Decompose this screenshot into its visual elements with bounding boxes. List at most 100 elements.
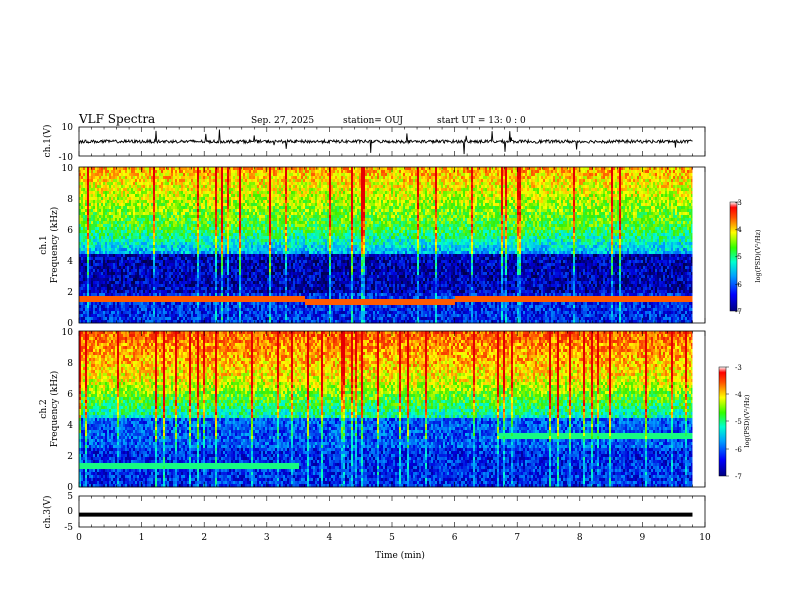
spectrogram-cell [171, 236, 173, 239]
spectrogram-cell [205, 233, 207, 236]
spectrogram-cell [117, 308, 119, 311]
spectrogram-cell [187, 197, 189, 200]
spectrogram-cell [123, 203, 125, 206]
spectrogram-cell [189, 290, 191, 293]
spectrogram-cell [179, 263, 181, 266]
spectrogram-cell [119, 287, 121, 290]
spectrogram-cell [187, 185, 189, 188]
spectrogram-cell [133, 269, 135, 272]
spectrogram-cell [175, 218, 177, 221]
spectrogram-cell [113, 215, 115, 218]
spectrogram-cell [165, 188, 167, 191]
spectrogram-cell [85, 314, 87, 317]
spectrogram-cell [231, 305, 233, 308]
spectrogram-cell [141, 179, 143, 182]
spectrogram-cell [209, 212, 211, 215]
spectrogram-cell [157, 179, 159, 182]
spectrogram-cell [137, 284, 139, 287]
spectrogram-cell [129, 248, 131, 251]
spectrogram-cell [221, 227, 223, 230]
spectrogram-cell [137, 269, 139, 272]
spectrogram-cell [167, 176, 169, 179]
spectrogram-cell [93, 245, 95, 248]
spectrogram-cell [161, 227, 163, 230]
spectrogram-cell [87, 230, 89, 233]
spectrogram-cell [93, 284, 95, 287]
spectrogram-cell [193, 266, 195, 269]
spectrogram-cell [169, 170, 171, 173]
spectrogram-cell [131, 188, 133, 191]
spectrogram-cell [171, 230, 173, 233]
spectrogram-cell [187, 242, 189, 245]
spectrogram-cell [207, 266, 209, 269]
spectrogram-cell [201, 245, 203, 248]
spectrogram-cell [165, 257, 167, 260]
spectrogram-cell [101, 248, 103, 251]
spectrogram-cell [223, 197, 225, 200]
spectrogram-cell [195, 209, 197, 212]
spectrogram-cell [205, 227, 207, 230]
spectrogram-cell [215, 179, 217, 182]
spectrogram-cell [101, 221, 103, 224]
spectrogram-cell [121, 254, 123, 257]
spectrogram-cell [199, 179, 201, 182]
spectrogram-cell [131, 227, 133, 230]
spectrogram-cell [139, 245, 141, 248]
spectrogram-cell [145, 266, 147, 269]
spectrogram-cell [105, 260, 107, 263]
spectrogram-cell [169, 197, 171, 200]
spectrogram-cell [127, 191, 129, 194]
spectrogram-cell [223, 230, 225, 233]
spectrogram-cell [101, 269, 103, 272]
spectrogram-cell [187, 305, 189, 308]
spectrogram-cell [147, 194, 149, 197]
spectrogram-cell [207, 305, 209, 308]
spectrogram-cell [89, 272, 91, 275]
spectrogram-cell [119, 308, 121, 311]
spectrogram-cell [201, 206, 203, 209]
spectrogram-cell [163, 245, 165, 248]
spectrogram-cell [153, 269, 155, 272]
spectrogram-cell [141, 287, 143, 290]
spectrogram-cell [109, 239, 111, 242]
spectrogram-cell [177, 275, 179, 278]
spectrogram-cell [177, 197, 179, 200]
spectrogram-cell [117, 263, 119, 266]
spectrogram-cell [81, 245, 83, 248]
spectrogram-cell [197, 317, 199, 320]
spectrogram-cell [189, 305, 191, 308]
spectrogram-cell [187, 236, 189, 239]
spectrogram-cell [183, 248, 185, 251]
spectrogram-cell [217, 302, 219, 305]
spectrogram-cell [119, 296, 121, 299]
spectrogram-cell [103, 278, 105, 281]
spectrogram-cell [179, 233, 181, 236]
spectrogram-cell [157, 269, 159, 272]
spectrogram-cell [93, 293, 95, 296]
spectrogram-cell [189, 263, 191, 266]
spectrogram-cell [183, 206, 185, 209]
spectrogram-cell [201, 218, 203, 221]
spectrogram-cell [129, 272, 131, 275]
spectrogram-cell [113, 299, 115, 302]
spectrogram-cell [179, 200, 181, 203]
spectrogram-cell [173, 221, 175, 224]
spectrogram-cell [157, 278, 159, 281]
spectrogram-cell [147, 191, 149, 194]
spectrogram-cell [101, 200, 103, 203]
spectrogram-cell [205, 230, 207, 233]
spectrogram-cell [167, 197, 169, 200]
spectrogram-cell [183, 185, 185, 188]
spectrogram-cell [179, 188, 181, 191]
spectrogram-cell [107, 197, 109, 200]
spectrogram-cell [89, 197, 91, 200]
spectrogram-cell [123, 185, 125, 188]
spectrogram-cell [147, 173, 149, 176]
spectrogram-cell [103, 206, 105, 209]
spectrogram-cell [179, 248, 181, 251]
spectrogram-cell [129, 260, 131, 263]
spectrogram-cell [221, 200, 223, 203]
spectrogram-cell [151, 287, 153, 290]
spectrogram-cell [189, 287, 191, 290]
spectrogram-cell [207, 194, 209, 197]
